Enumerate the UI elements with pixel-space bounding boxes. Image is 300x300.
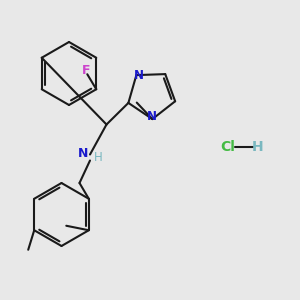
Text: Cl: Cl [220,140,236,154]
Text: F: F [82,64,90,77]
Text: N: N [134,69,144,82]
Text: H: H [252,140,264,154]
Text: N: N [147,110,158,123]
Text: H: H [94,151,103,164]
Text: N: N [78,146,88,160]
